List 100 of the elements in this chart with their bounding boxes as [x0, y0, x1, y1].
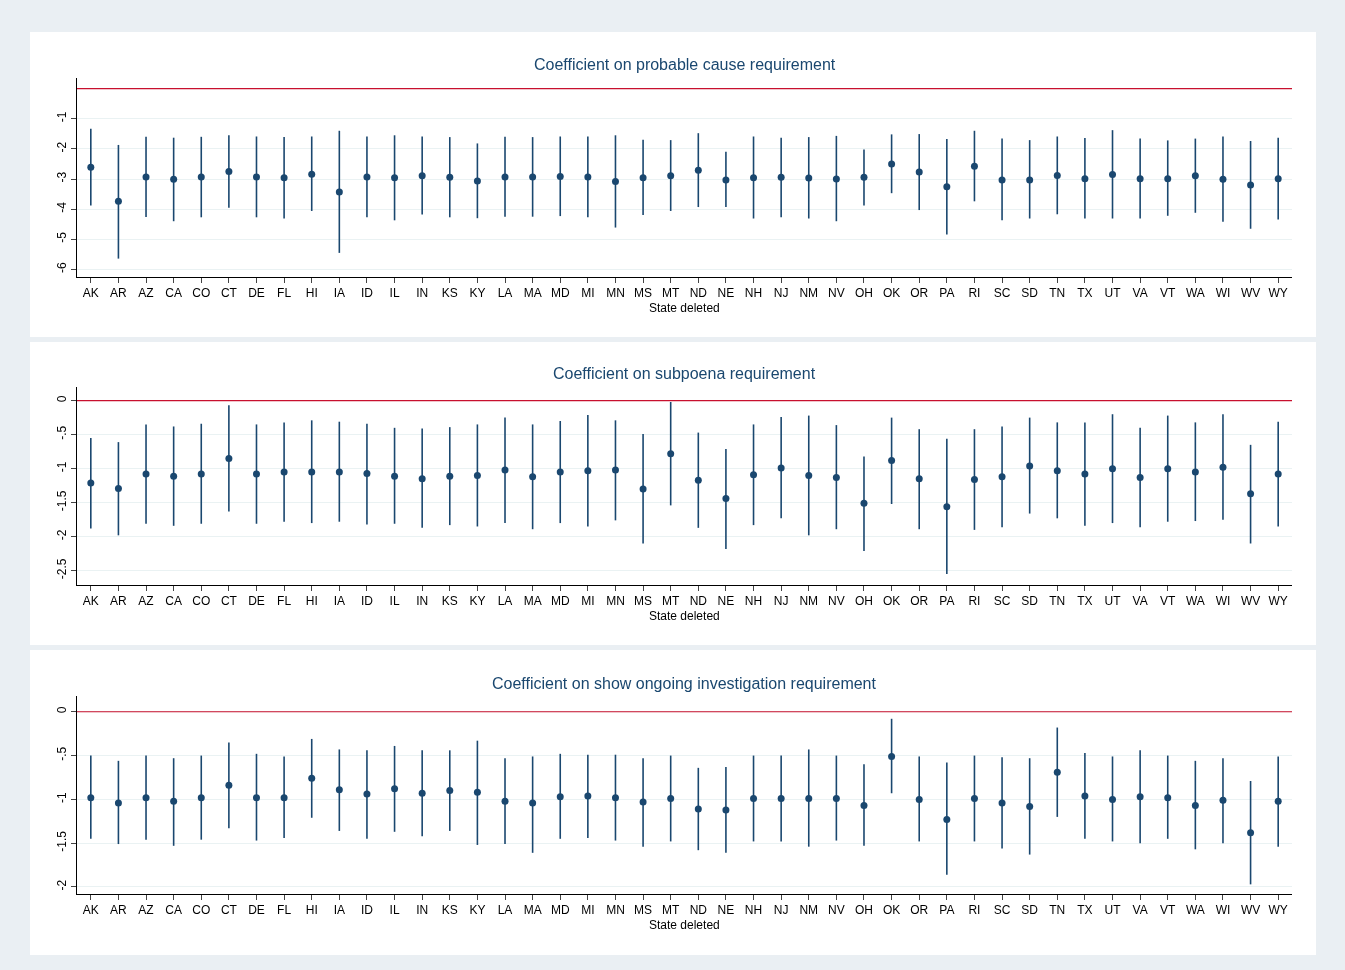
point — [197, 794, 205, 802]
x-tick-label: CO — [192, 594, 211, 609]
x-tick-label: WY — [1268, 286, 1288, 301]
x-tick-label: TX — [1077, 594, 1093, 609]
x-tick-label: AZ — [138, 903, 154, 918]
x-tick-label: NV — [828, 594, 845, 609]
x-tick-label: CO — [192, 903, 211, 918]
x-tick-label: NV — [828, 903, 845, 918]
y-tick-label: -5 — [55, 231, 70, 243]
x-tick-label: SD — [1021, 903, 1039, 918]
x-tick-label: ND — [689, 903, 708, 918]
point — [252, 173, 260, 181]
x-tick-label: WA — [1185, 594, 1205, 609]
x-tick-label: KY — [469, 286, 486, 301]
y-tick-label: 0 — [55, 395, 70, 403]
point — [639, 485, 647, 493]
x-tick-label: CA — [165, 903, 182, 918]
x-tick-label: ID — [360, 903, 374, 918]
x-tick-label: WA — [1185, 903, 1205, 918]
x-tick-label: NH — [744, 286, 763, 301]
point — [694, 476, 702, 484]
point — [225, 167, 233, 175]
point — [777, 173, 785, 181]
x-tick-label: NM — [799, 286, 819, 301]
point — [87, 163, 95, 171]
point — [1053, 171, 1061, 179]
point — [750, 471, 758, 479]
x-tick-label: CT — [220, 286, 238, 301]
point — [556, 793, 564, 801]
x-tick-label: NE — [717, 594, 735, 609]
point — [750, 174, 758, 182]
point — [1026, 176, 1034, 184]
x-tick-label: AR — [110, 903, 128, 918]
x-tick-label: SC — [993, 286, 1011, 301]
x-tick-label: VT — [1160, 903, 1177, 918]
point — [1247, 490, 1255, 498]
point — [114, 799, 122, 807]
x-tick-label: HI — [305, 903, 318, 918]
x-tick-label: CT — [220, 594, 238, 609]
point — [1247, 181, 1255, 189]
x-tick-label: TN — [1049, 594, 1066, 609]
x-tick-label: OH — [854, 286, 873, 301]
x-tick-label: AZ — [138, 286, 154, 301]
x-tick-label: AR — [110, 594, 128, 609]
chart-title: Coefficient on subpoena requirement — [553, 365, 816, 382]
x-axis-title: State deleted — [649, 918, 720, 932]
y-tick-label: -2 — [55, 529, 70, 541]
y-tick-label: -4 — [55, 201, 70, 213]
point — [943, 183, 951, 191]
point — [584, 792, 592, 800]
x-tick-label: RI — [968, 286, 981, 301]
point — [1081, 470, 1089, 478]
x-tick-label: OK — [882, 903, 901, 918]
point — [363, 469, 371, 477]
x-tick-label: FL — [277, 903, 292, 918]
y-tick-label: -.5 — [55, 425, 70, 440]
x-tick-label: KS — [441, 594, 458, 609]
point — [915, 795, 923, 803]
point — [998, 799, 1006, 807]
y-tick-label: -1 — [55, 111, 70, 123]
x-tick-label: OK — [882, 594, 901, 609]
x-tick-label: MT — [662, 903, 681, 918]
point — [1247, 829, 1255, 837]
x-tick-label: VA — [1132, 594, 1148, 609]
x-tick-label: TN — [1049, 903, 1066, 918]
x-axis-title: State deleted — [649, 609, 720, 623]
point — [970, 476, 978, 484]
x-tick-label: VA — [1132, 286, 1148, 301]
x-tick-label: WI — [1215, 903, 1231, 918]
x-tick-label: OH — [854, 903, 873, 918]
point — [1219, 463, 1227, 471]
point — [529, 799, 537, 807]
point — [860, 499, 868, 507]
x-tick-label: PA — [939, 903, 955, 918]
point — [529, 173, 537, 181]
point — [915, 475, 923, 483]
x-tick-label: VT — [1160, 286, 1177, 301]
point — [308, 774, 316, 782]
x-tick-label: NJ — [773, 903, 789, 918]
point — [197, 173, 205, 181]
point — [943, 503, 951, 511]
point — [584, 173, 592, 181]
point — [832, 795, 840, 802]
x-tick-label: OK — [882, 286, 901, 301]
x-tick-label: AR — [110, 286, 128, 301]
x-tick-label: MD — [550, 286, 570, 301]
x-tick-label: IA — [333, 286, 345, 301]
x-tick-label: MA — [523, 594, 542, 609]
x-tick-label: LA — [497, 594, 513, 609]
point — [611, 794, 619, 802]
point — [225, 454, 233, 462]
y-tick-label: -1.5 — [55, 830, 70, 852]
x-tick-label: MI — [581, 286, 595, 301]
point — [1136, 793, 1144, 801]
point — [1109, 170, 1117, 178]
x-tick-label: CA — [165, 594, 182, 609]
point — [998, 473, 1006, 481]
point — [418, 475, 426, 483]
point — [722, 495, 730, 503]
point — [805, 174, 813, 182]
